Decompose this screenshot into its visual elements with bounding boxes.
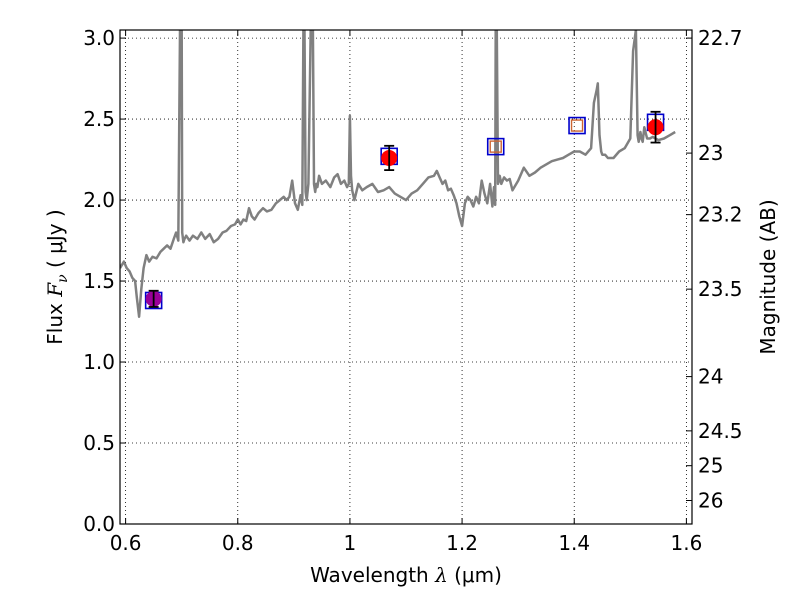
y-tick-label: 1.0 [83, 350, 115, 374]
y-tick-label: 3.0 [83, 26, 115, 50]
y-tick-label: 1.5 [83, 269, 115, 293]
x-tick-label: 1.2 [446, 531, 478, 555]
markers [144, 110, 665, 310]
right-tick-label: 24.5 [698, 419, 743, 443]
right-tick-label: 26 [698, 489, 723, 513]
right-tick-label: 24 [698, 365, 723, 389]
model-box-orange [570, 119, 584, 132]
plot-area [120, 30, 676, 318]
y-tick-label: 2.5 [83, 107, 115, 131]
plot-frame [119, 29, 693, 525]
y-tick-label: 0.0 [83, 512, 115, 536]
right-tick-label: 23.5 [698, 277, 743, 301]
right-tick-label: 22.7 [698, 26, 743, 50]
ticks [120, 30, 692, 525]
x-tick-label: 0.6 [110, 531, 142, 555]
right-tick-label: 23 [698, 141, 723, 165]
y-tick-label: 2.0 [83, 188, 115, 212]
x-tick-label: 0.8 [222, 531, 254, 555]
right-axis-label: Magnitude (AB) [756, 199, 780, 354]
x-axis-label: Wavelength λ (μm) [310, 563, 502, 587]
model-box-blue [568, 116, 586, 135]
right-tick-label: 23.2 [698, 203, 743, 227]
spectrum-line [120, 30, 676, 318]
right-tick-label: 25 [698, 454, 723, 478]
model-box-orange [489, 140, 502, 153]
y-axis-label: Flux Fν ( μJy ) [43, 209, 71, 344]
tick-labels: 0.6 0.8 1 1.2 1.4 1.6 0.0 0.5 1.0 1.5 2.0 2.5 3.0 22.… [83, 26, 742, 555]
model-box-blue [486, 137, 505, 156]
x-tick-label: 1 [344, 531, 357, 555]
x-tick-label: 1.6 [670, 531, 702, 555]
y-tick-label: 0.5 [83, 431, 115, 455]
x-tick-label: 1.4 [558, 531, 590, 555]
